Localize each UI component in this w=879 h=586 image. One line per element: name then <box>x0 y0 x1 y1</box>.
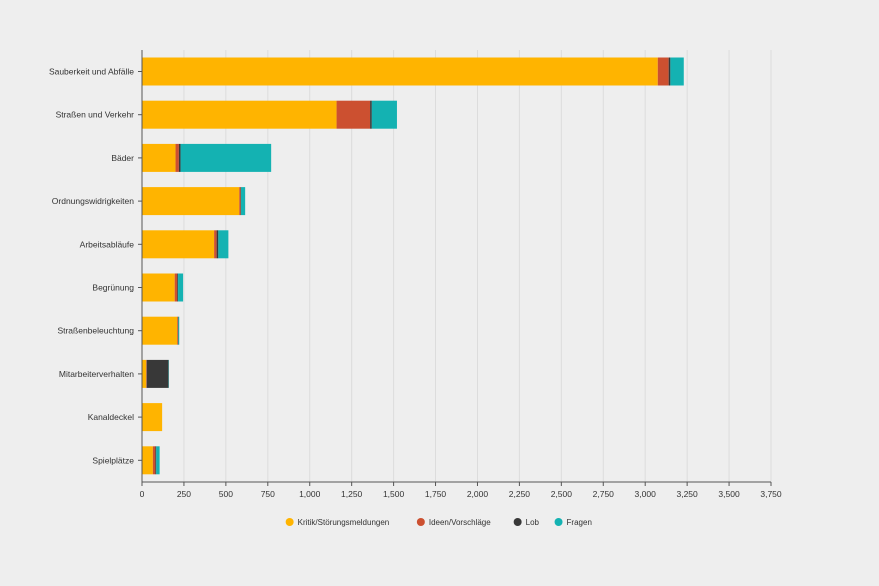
legend-label: Ideen/Vorschläge <box>429 518 491 527</box>
bar-segment <box>142 403 163 432</box>
x-tick-label: 2,000 <box>467 489 489 499</box>
category-label: Spielplätze <box>92 455 134 465</box>
x-tick-label: 0 <box>140 489 145 499</box>
legend-label: Lob <box>526 518 540 527</box>
legend-marker <box>554 518 563 526</box>
legend-label: Fragen <box>567 518 592 527</box>
bar-segment <box>216 230 219 259</box>
x-tick-label: 750 <box>261 489 275 499</box>
x-tick-label: 3,000 <box>635 489 657 499</box>
x-tick-label: 250 <box>177 489 191 499</box>
bar-segment <box>240 187 246 216</box>
bar-segment <box>178 273 184 302</box>
x-tick-label: 3,500 <box>718 489 740 499</box>
category-label: Straßenbeleuchtung <box>57 326 134 336</box>
bar-segment <box>142 100 337 129</box>
bar-segment <box>177 273 179 302</box>
bar-segment <box>142 143 176 172</box>
x-tick-label: 500 <box>219 489 233 499</box>
legend-label: Kritik/Störungsmeldungen <box>298 518 390 527</box>
category-label: Kanaldeckel <box>88 412 134 422</box>
x-tick-label: 1,750 <box>425 489 447 499</box>
bar-segment <box>146 359 169 388</box>
bar-segment <box>146 359 147 388</box>
bar-segment <box>142 187 240 216</box>
x-tick-label: 3,750 <box>760 489 782 499</box>
bar-segment <box>156 446 160 475</box>
bar-segment <box>142 446 153 475</box>
legend-marker <box>416 518 425 526</box>
x-tick-label: 2,250 <box>509 489 531 499</box>
category-label: Arbeitsabläufe <box>80 239 135 249</box>
bar-segment <box>142 316 178 345</box>
x-tick-label: 2,500 <box>551 489 573 499</box>
bar-segment <box>178 316 180 345</box>
bar-segment <box>239 187 241 216</box>
bars <box>142 57 684 475</box>
bar-segment <box>152 446 156 475</box>
category-label: Ordnungswidrigkeiten <box>52 196 134 206</box>
bar-segment <box>142 359 147 388</box>
bar-segment <box>142 230 215 259</box>
legend-marker <box>285 518 294 526</box>
bar-segment <box>180 143 272 172</box>
bar-segment <box>178 143 181 172</box>
x-tick-label: 1,000 <box>299 489 321 499</box>
legend-marker <box>513 518 522 526</box>
x-tick-label: 1,250 <box>341 489 363 499</box>
bar-segment <box>175 143 179 172</box>
bar-segment <box>336 100 371 129</box>
x-tick-label: 3,250 <box>676 489 698 499</box>
category-label: Mitarbeiterverhalten <box>59 369 134 379</box>
category-label: Begrünung <box>92 283 134 293</box>
x-tick-label: 2,750 <box>593 489 615 499</box>
bar-segment <box>670 57 684 86</box>
x-tick-label: 1,500 <box>383 489 405 499</box>
bar-segment <box>177 316 179 345</box>
category-label: Straßen und Verkehr <box>56 110 135 120</box>
bar-segment <box>142 273 175 302</box>
bar-segment <box>371 100 397 129</box>
bar-segment <box>218 230 229 259</box>
bar-segment <box>668 57 671 86</box>
category-label: Bäder <box>111 153 134 163</box>
bar-segment <box>142 57 658 86</box>
axes: Sauberkeit und Abfälle Straßen und Verkeh… <box>49 50 782 499</box>
bar-segment <box>370 100 372 129</box>
category-label: Sauberkeit und Abfälle <box>49 67 134 77</box>
legend: Kritik/Störungsmeldungen Ideen/Vorschläge… <box>285 518 592 527</box>
bar-segment <box>657 57 669 86</box>
bar-segment <box>174 273 178 302</box>
bar-segment <box>214 230 217 259</box>
bar-segment <box>155 446 157 475</box>
